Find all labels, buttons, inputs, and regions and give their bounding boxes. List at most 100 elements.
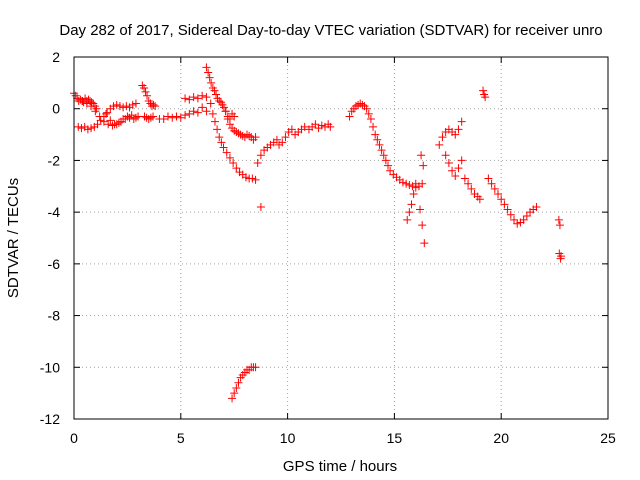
data-point [122, 102, 131, 111]
data-point [377, 146, 386, 155]
data-point [189, 107, 198, 116]
data-point [149, 100, 158, 109]
data-point [364, 109, 373, 118]
data-point [519, 215, 528, 224]
data-point [383, 161, 392, 170]
data-point [202, 107, 211, 116]
data-point [513, 219, 522, 228]
y-tick-label: 0 [52, 101, 60, 117]
data-point [144, 115, 153, 124]
data-point [532, 202, 541, 211]
data-point [99, 117, 108, 126]
data-point [454, 125, 463, 134]
data-point [140, 112, 149, 121]
data-point [230, 126, 239, 135]
data-point [253, 159, 262, 168]
data-point [444, 159, 453, 168]
data-point [379, 151, 388, 160]
data-point [181, 111, 190, 120]
axis-ticks [73, 56, 609, 420]
data-point [405, 208, 414, 217]
data-point [131, 113, 140, 122]
data-point [208, 109, 217, 118]
data-point [490, 184, 499, 193]
data-point [77, 124, 86, 133]
x-axis: 0 5 10 15 20 25 [70, 430, 616, 446]
y-tick-label: -10 [40, 359, 60, 375]
data-point [451, 171, 460, 180]
data-point [217, 138, 226, 147]
data-point [241, 173, 250, 182]
data-point [460, 174, 469, 183]
data-point [149, 112, 158, 121]
data-point [219, 143, 228, 152]
x-tick-label: 0 [70, 430, 78, 446]
data-point [213, 125, 222, 134]
data-point [93, 120, 102, 129]
data-point [362, 104, 371, 113]
data-point [435, 140, 444, 149]
data-point [278, 138, 287, 147]
x-tick-label: 5 [177, 430, 185, 446]
data-point [281, 133, 290, 142]
data-point [172, 112, 181, 121]
data-point [87, 124, 96, 133]
data-point [103, 108, 112, 117]
data-point [554, 215, 563, 224]
data-point [106, 116, 115, 125]
data-point [243, 130, 252, 139]
data-point [230, 112, 239, 121]
data-point [127, 111, 136, 120]
data-point [91, 107, 100, 116]
data-point [479, 86, 488, 95]
data-point [375, 140, 384, 149]
data-point [464, 179, 473, 188]
data-point [407, 200, 416, 209]
data-point [366, 115, 375, 124]
data-point [555, 221, 564, 230]
data-point [454, 164, 463, 173]
data-point [181, 94, 190, 103]
data-point [369, 122, 378, 131]
data-point [143, 91, 152, 100]
data-point [457, 156, 466, 165]
data-point [82, 99, 91, 108]
data-point [215, 96, 224, 105]
data-point [96, 116, 105, 125]
data-point [193, 94, 202, 103]
data-point [467, 184, 476, 193]
data-point [416, 205, 425, 214]
data-point [411, 179, 420, 188]
data-point [555, 249, 564, 258]
data-point [371, 130, 380, 139]
data-point [481, 93, 490, 102]
data-point [256, 202, 265, 211]
data-point [219, 103, 228, 112]
data-point [234, 129, 243, 138]
data-point [198, 91, 207, 100]
y-axis: 2 0 -2 -4 -6 -8 -10 -12 [40, 49, 60, 427]
data-point [232, 164, 241, 173]
data-point [457, 117, 466, 126]
x-tick-label: 20 [493, 430, 509, 446]
data-point [83, 125, 92, 134]
data-point [87, 102, 96, 111]
x-axis-label: GPS time / hours [283, 458, 397, 475]
data-point [95, 112, 104, 121]
data-point [487, 179, 496, 188]
x-tick-label: 25 [600, 430, 616, 446]
data-point [510, 215, 519, 224]
data-point [256, 151, 265, 160]
data-point [176, 113, 185, 122]
data-point [146, 113, 155, 122]
data-point [438, 133, 447, 142]
data-point [204, 68, 213, 77]
data-point [232, 127, 241, 136]
data-point [326, 122, 335, 131]
grid [74, 57, 608, 419]
data-point [141, 87, 150, 96]
data-point [418, 221, 427, 230]
data-point [207, 78, 216, 87]
data-point [198, 103, 207, 112]
